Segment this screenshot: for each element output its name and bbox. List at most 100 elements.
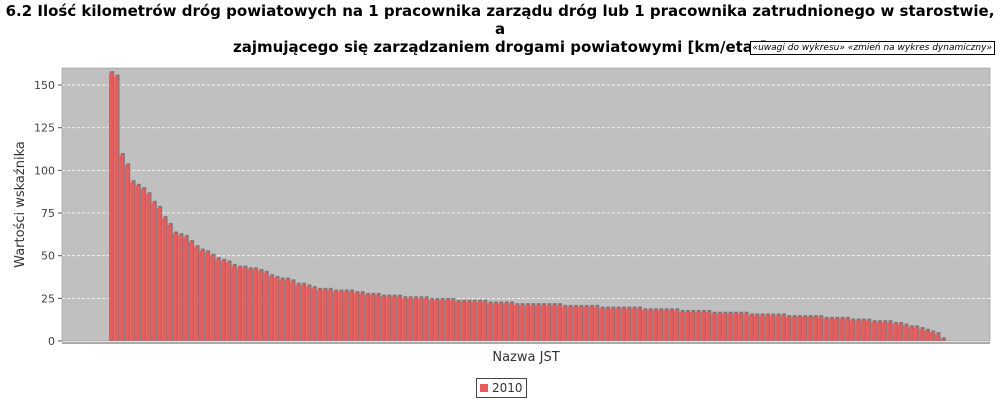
- bar: [391, 296, 396, 341]
- bar: [130, 182, 135, 341]
- bar: [407, 298, 412, 341]
- bar: [199, 250, 204, 341]
- y-tick-label: 150: [34, 79, 55, 92]
- bar: [423, 298, 428, 341]
- bar: [535, 305, 540, 341]
- bar: [786, 317, 791, 341]
- bar: [268, 276, 273, 341]
- bar: [567, 306, 572, 341]
- bar: [247, 269, 252, 341]
- y-axis-label: Wartości wskaźnika: [13, 141, 28, 268]
- bar: [791, 317, 796, 341]
- bar: [551, 305, 556, 341]
- bar: [722, 313, 727, 341]
- bar: [599, 308, 604, 341]
- bar: [556, 305, 561, 341]
- bar: [759, 315, 764, 341]
- bar: [514, 305, 519, 341]
- bar: [940, 339, 945, 341]
- bar: [743, 313, 748, 341]
- chart-title-line2: zajmującego się zarządzaniem drogami pow…: [233, 38, 767, 56]
- bar: [588, 306, 593, 341]
- bar: [706, 311, 711, 341]
- bar: [812, 317, 817, 341]
- bar: [796, 317, 801, 341]
- bar: [306, 286, 311, 341]
- bar-shadow: [941, 337, 946, 341]
- bar: [156, 207, 161, 341]
- bar: [252, 269, 257, 341]
- bar: [114, 76, 119, 341]
- bar: [364, 294, 369, 341]
- legend-label: 2010: [492, 381, 523, 395]
- bar: [695, 311, 700, 341]
- bar: [466, 301, 471, 341]
- bar: [279, 279, 284, 341]
- bar: [615, 308, 620, 341]
- bar: [124, 165, 129, 341]
- bar: [402, 298, 407, 341]
- bar: [908, 327, 913, 341]
- chart-notes-link[interactable]: «uwagi do wykresu»: [752, 43, 845, 53]
- bar: [418, 298, 423, 341]
- bar: [215, 259, 220, 341]
- bars-group: [109, 71, 946, 342]
- bar: [471, 301, 476, 341]
- bar: [487, 303, 492, 341]
- y-axis: 0 25 50 75 100 125 150: [34, 79, 62, 348]
- bar: [295, 284, 300, 341]
- bar: [380, 296, 385, 341]
- bar: [109, 73, 113, 342]
- bar: [332, 291, 337, 341]
- bar: [119, 155, 124, 341]
- bar: [775, 315, 780, 341]
- dynamic-chart-link[interactable]: «zmień na wykres dynamiczny»: [847, 43, 992, 53]
- bar: [439, 300, 444, 341]
- bar: [764, 315, 769, 341]
- bar: [604, 308, 609, 341]
- bar: [343, 291, 348, 341]
- bar: [652, 310, 657, 341]
- bar: [540, 305, 545, 341]
- bar: [855, 320, 860, 341]
- y-tick-label: 100: [34, 164, 55, 177]
- bar: [370, 294, 375, 341]
- bar: [748, 315, 753, 341]
- y-tick-label: 25: [41, 292, 55, 305]
- bar: [700, 311, 705, 341]
- bar: [311, 288, 316, 341]
- bar: [871, 322, 876, 341]
- bar: [503, 303, 508, 341]
- bar: [684, 311, 689, 341]
- bar: [924, 330, 929, 341]
- y-tick-label: 125: [34, 122, 55, 135]
- bar: [636, 308, 641, 341]
- bar: [375, 294, 380, 341]
- bar: [316, 289, 321, 341]
- bar: [204, 252, 209, 341]
- y-tick-label: 0: [48, 335, 55, 348]
- bar: [828, 318, 833, 341]
- bar: [140, 189, 145, 341]
- bar: [242, 267, 247, 341]
- bar: [844, 318, 849, 341]
- bar: [674, 310, 679, 341]
- bar: [322, 289, 327, 341]
- bar: [172, 233, 177, 341]
- bar: [631, 308, 636, 341]
- bar: [386, 296, 391, 341]
- bar: [274, 277, 279, 341]
- bar: [903, 325, 908, 341]
- bar: [258, 271, 263, 341]
- bar: [135, 185, 140, 341]
- bar: [476, 301, 481, 341]
- bar: [284, 279, 289, 341]
- bar: [146, 194, 151, 341]
- bar: [444, 300, 449, 341]
- bar: [860, 320, 865, 341]
- bar: [679, 311, 684, 341]
- bar: [188, 242, 193, 341]
- bar: [727, 313, 732, 341]
- bar: [882, 322, 887, 341]
